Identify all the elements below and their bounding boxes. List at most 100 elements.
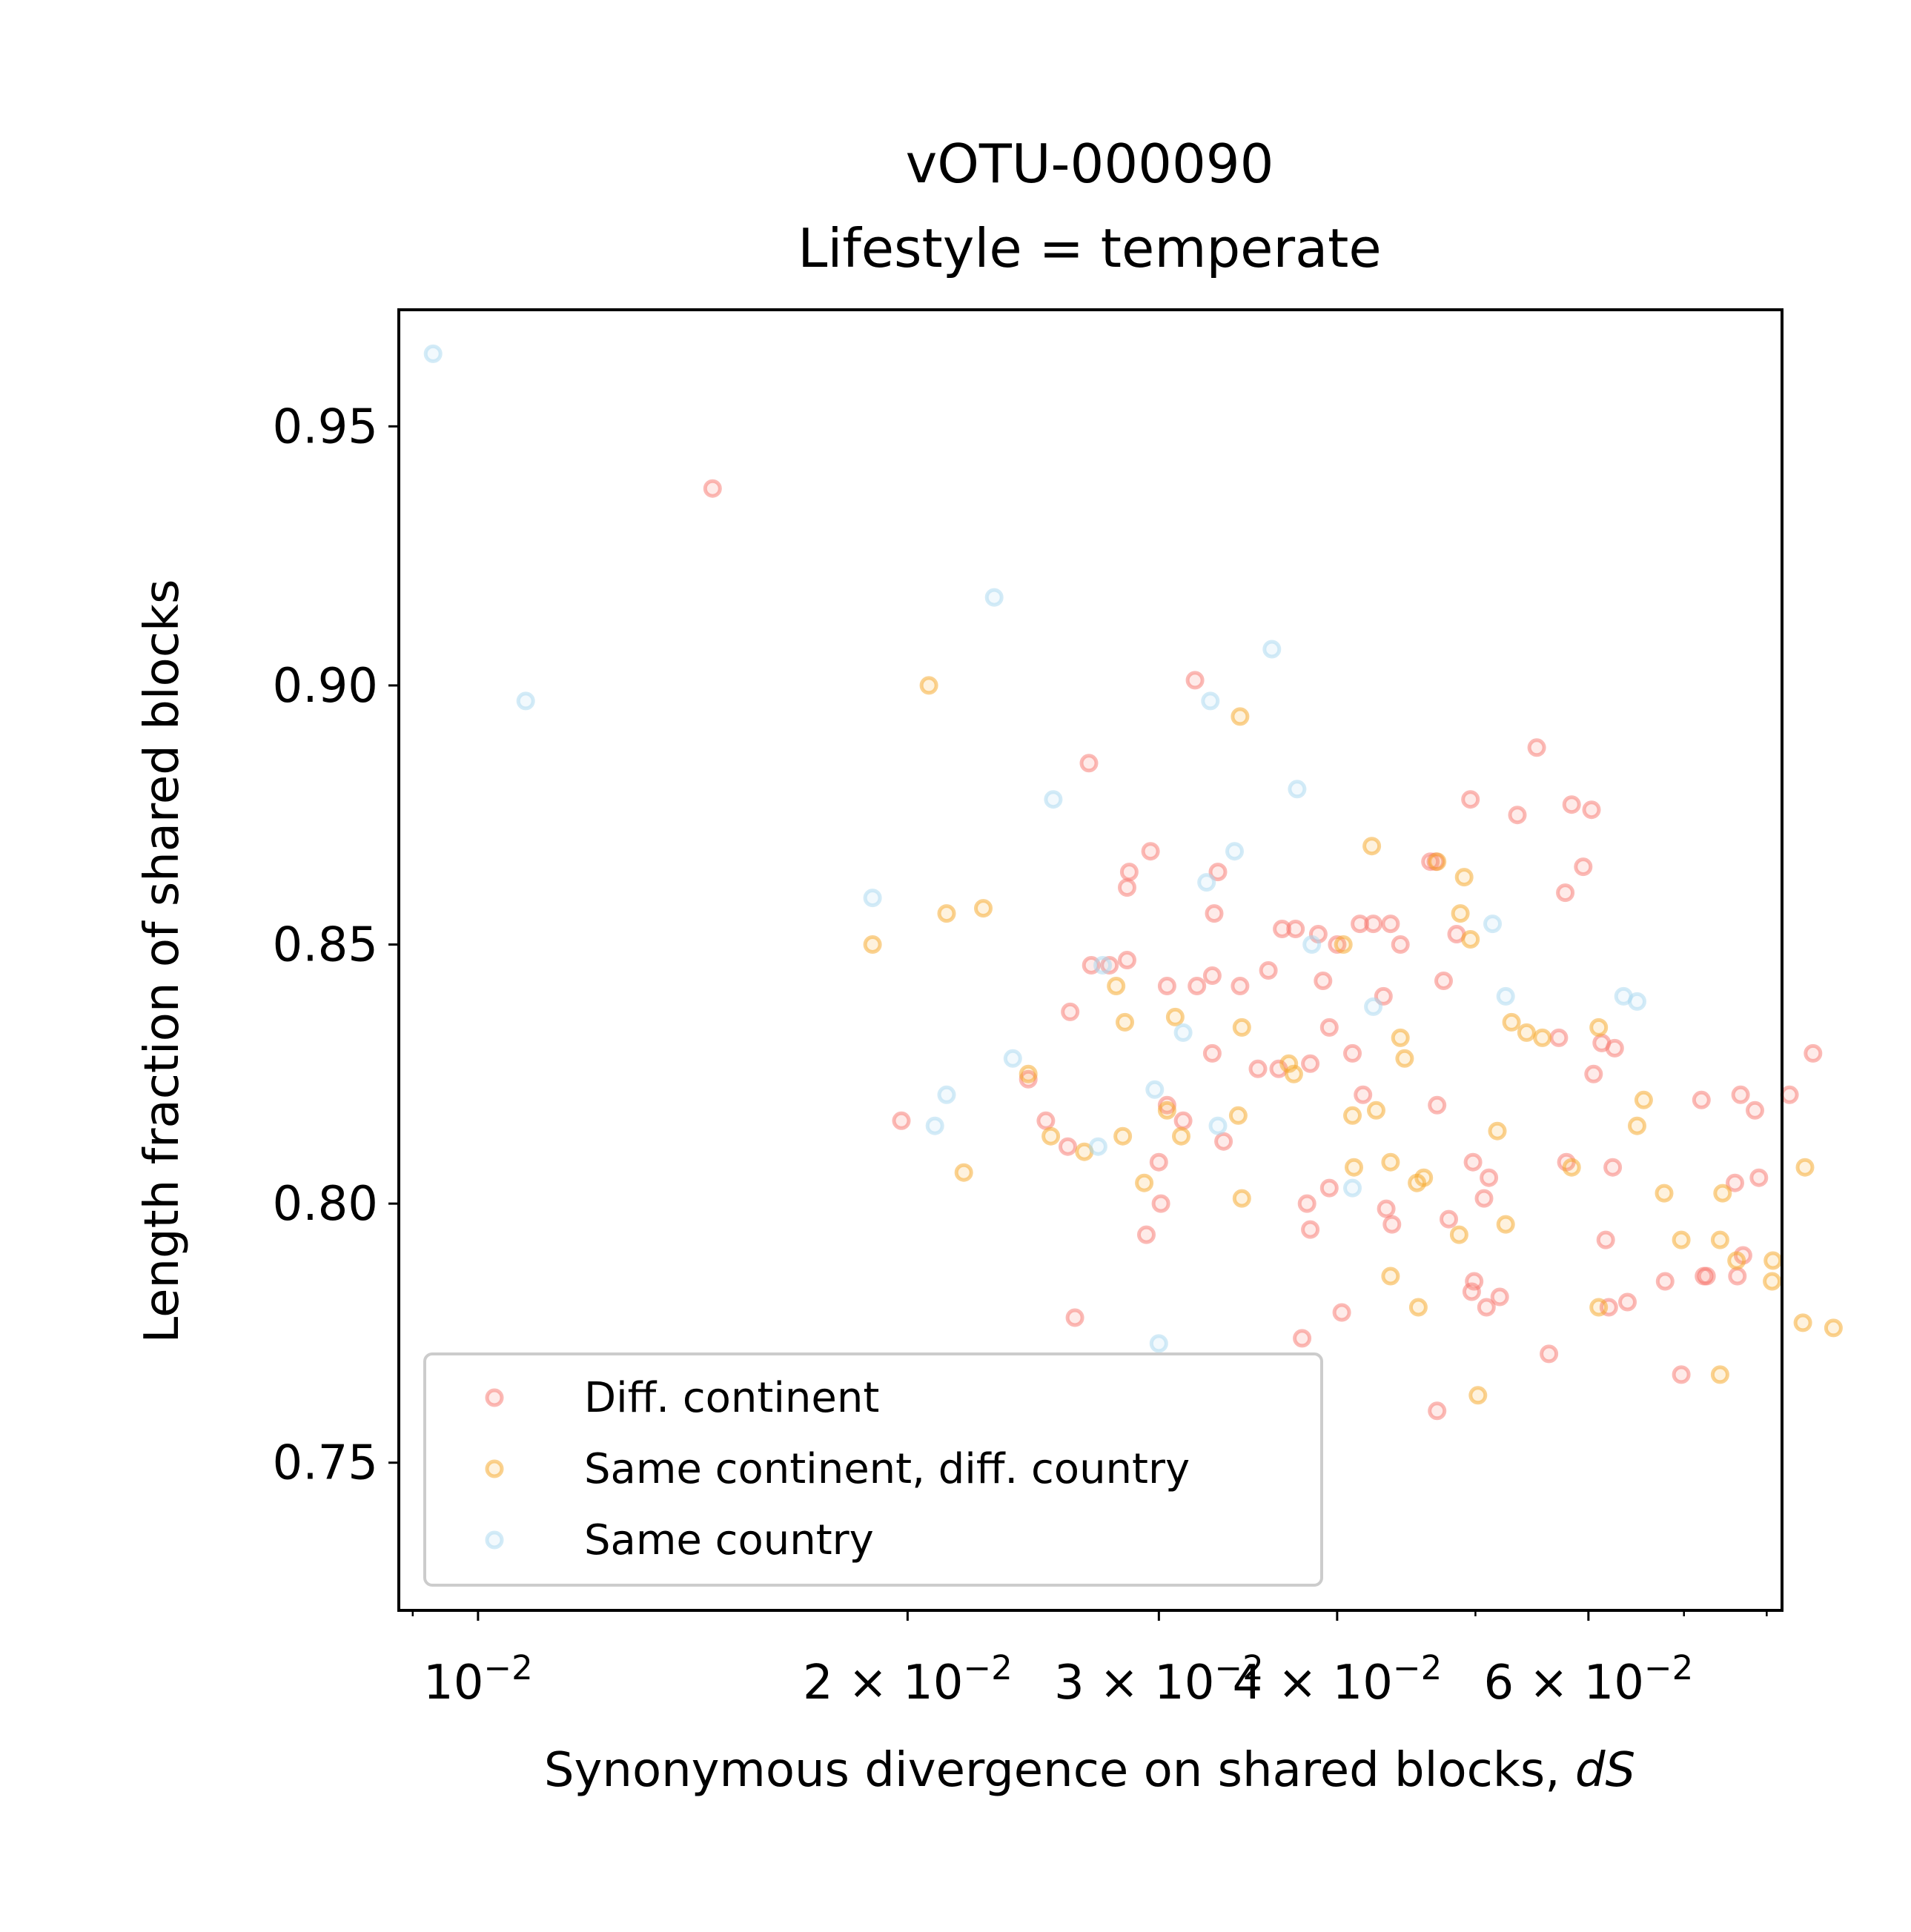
point-diff-continent <box>1596 1230 1615 1249</box>
point-same-continent-diff-country <box>1019 1064 1038 1083</box>
point-same-continent-diff-country <box>1589 1298 1609 1317</box>
point-diff-continent <box>1549 1028 1569 1047</box>
point-diff-continent <box>1477 1298 1496 1317</box>
point-same-continent-diff-country <box>1713 1184 1732 1203</box>
point-diff-continent <box>1118 951 1136 969</box>
point-same-continent-diff-country <box>1116 1012 1134 1032</box>
point-diff-continent <box>1726 1173 1744 1192</box>
point-diff-continent <box>1780 1085 1799 1104</box>
point-same-continent-diff-country <box>1343 1106 1362 1125</box>
point-diff-continent <box>1319 1018 1339 1037</box>
point-same-continent-diff-country <box>1589 1018 1609 1037</box>
point-diff-continent <box>1746 1101 1764 1120</box>
point-diff-continent <box>1173 1111 1193 1130</box>
point-diff-continent <box>1036 1111 1056 1130</box>
point-same-continent-diff-country <box>1157 1101 1176 1120</box>
point-diff-continent <box>1382 1215 1402 1234</box>
x-tick-label: 3 × 10−2 <box>1054 1648 1264 1710</box>
point-same-country <box>1496 986 1515 1006</box>
point-same-continent-diff-country <box>1795 1158 1815 1177</box>
legend-label-same-country: Same country <box>584 1516 874 1564</box>
point-diff-continent <box>1119 863 1139 882</box>
point-same-continent-diff-country <box>1165 1007 1185 1026</box>
point-diff-continent <box>1574 857 1593 877</box>
point-diff-continent <box>1151 1194 1170 1213</box>
point-diff-continent <box>1381 914 1400 934</box>
point-same-continent-diff-country <box>1727 1251 1746 1270</box>
point-diff-continent <box>1157 977 1176 995</box>
y-tick-label: 0.75 <box>273 1436 379 1491</box>
point-same-continent-diff-country <box>1502 1012 1521 1032</box>
point-same-continent-diff-country <box>1284 1064 1303 1083</box>
point-same-continent-diff-country <box>1362 837 1382 856</box>
point-diff-continent <box>1428 1095 1447 1115</box>
point-same-continent-diff-country <box>1517 1023 1536 1042</box>
point-diff-continent <box>1061 1002 1080 1021</box>
point-same-continent-diff-country <box>1824 1318 1843 1338</box>
point-diff-continent <box>1343 1043 1362 1063</box>
chart-title: vOTU-000090 <box>906 133 1274 195</box>
point-diff-continent <box>1749 1168 1769 1187</box>
legend-marker-same-country <box>485 1530 504 1550</box>
point-same-continent-diff-country <box>1468 1386 1488 1405</box>
point-diff-continent <box>1185 671 1205 690</box>
point-same-country <box>1302 935 1322 954</box>
point-diff-continent <box>703 479 722 498</box>
point-diff-continent <box>1434 972 1453 990</box>
point-diff-continent <box>1364 914 1383 934</box>
x-axis-label-text: Synonymous divergence on shared blocks, <box>544 1743 1575 1798</box>
point-same-continent-diff-country <box>1793 1313 1812 1332</box>
point-same-continent-diff-country <box>1496 1215 1515 1234</box>
point-same-country <box>1145 1080 1165 1099</box>
x-tick-label: 10−2 <box>423 1648 533 1710</box>
y-tick-label: 0.95 <box>273 399 379 454</box>
point-same-country <box>423 344 443 363</box>
point-same-country <box>516 691 535 711</box>
point-diff-continent <box>1273 920 1292 938</box>
point-same-continent-diff-country <box>863 935 882 954</box>
point-diff-continent <box>1202 966 1222 985</box>
point-same-country <box>937 1085 956 1104</box>
point-same-country <box>863 889 882 908</box>
point-diff-continent <box>1391 935 1410 954</box>
point-diff-continent <box>1374 986 1393 1006</box>
point-same-continent-diff-country <box>1461 930 1480 949</box>
legend-label-same-continent: Same continent, diff. country <box>584 1445 1190 1493</box>
point-diff-continent <box>1480 1168 1499 1187</box>
point-diff-continent <box>1259 961 1278 980</box>
point-same-continent-diff-country <box>954 1163 973 1182</box>
point-same-continent-diff-country <box>1414 1168 1434 1187</box>
point-same-country <box>1628 992 1646 1011</box>
point-same-continent-diff-country <box>1408 1298 1428 1317</box>
x-axis-label: Synonymous divergence on shared blocks, … <box>544 1743 1635 1798</box>
point-diff-continent <box>1314 972 1333 990</box>
point-diff-continent <box>1319 1178 1339 1198</box>
point-diff-continent <box>1462 1282 1481 1301</box>
point-diff-continent <box>1582 800 1601 820</box>
point-diff-continent <box>1293 1329 1312 1348</box>
point-same-continent-diff-country <box>919 676 938 695</box>
point-diff-continent <box>1527 738 1546 757</box>
point-same-continent-diff-country <box>974 899 993 918</box>
point-same-continent-diff-country <box>1391 1028 1410 1047</box>
point-same-country <box>1483 914 1502 934</box>
point-same-country <box>925 1116 944 1135</box>
point-same-country <box>1201 691 1220 711</box>
point-diff-continent <box>1463 1152 1483 1172</box>
x-axis-ticks: 10−2 2 × 10−2 3 × 10−24 × 10−2 6 × 10−2 <box>411 1610 1768 1710</box>
point-same-continent-diff-country <box>1381 1152 1400 1172</box>
point-same-country <box>1003 1049 1022 1068</box>
point-same-continent-diff-country <box>1710 1365 1729 1384</box>
point-same-continent-diff-country <box>1381 1267 1400 1286</box>
point-same-country <box>1225 842 1244 861</box>
legend-label-diff-continent: Diff. continent <box>584 1374 879 1422</box>
point-same-country <box>1197 873 1216 892</box>
point-same-continent-diff-country <box>1135 1173 1154 1192</box>
point-same-continent-diff-country <box>1232 1018 1251 1037</box>
point-diff-continent <box>1556 883 1575 903</box>
point-diff-continent <box>1231 977 1250 995</box>
point-diff-continent <box>1508 806 1527 825</box>
point-same-continent-diff-country <box>1449 1225 1468 1244</box>
point-diff-continent <box>1603 1158 1623 1177</box>
point-diff-continent <box>1731 1085 1750 1104</box>
